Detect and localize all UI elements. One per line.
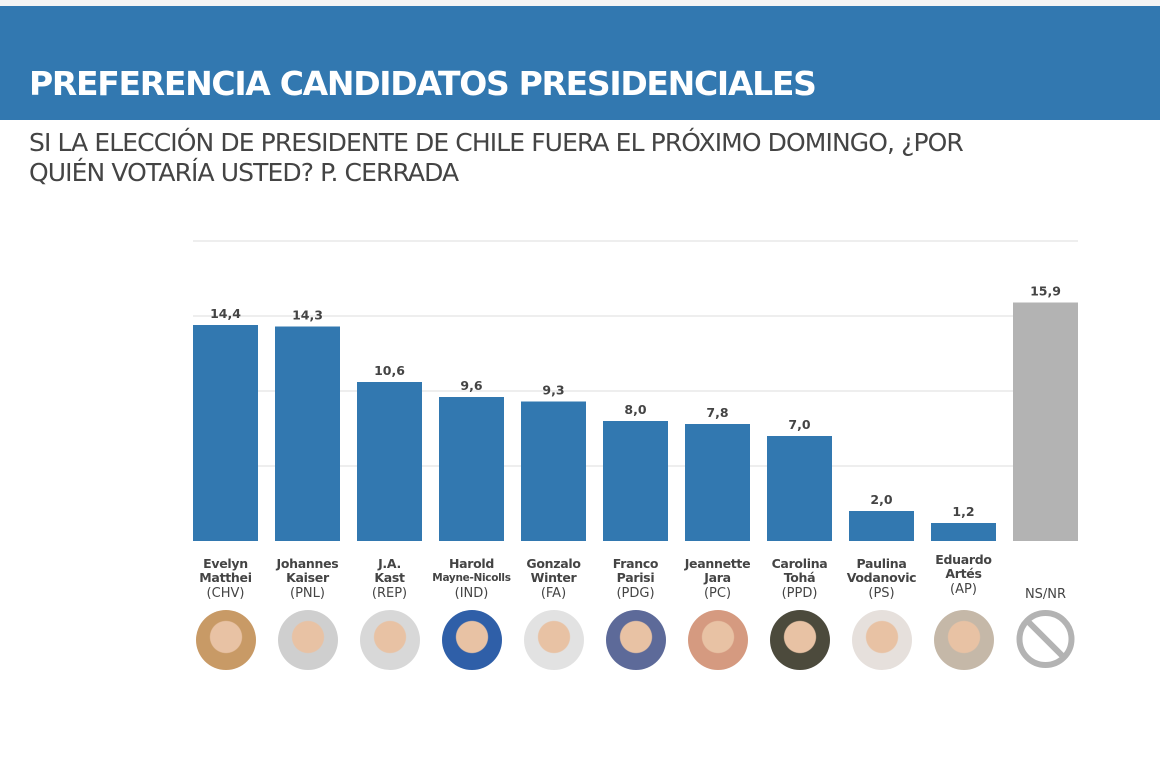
data-label: 15,9 [1030,284,1061,299]
data-label: 10,6 [374,363,405,378]
last-name: Jara [704,570,731,585]
party-label: (PS) [868,586,895,601]
category-label: NS/NR [1006,586,1086,602]
bar [931,523,996,541]
title-banner: PREFERENCIA CANDIDATOS PRESIDENCIALES [0,6,1160,120]
bar [193,325,258,541]
party-label: (REP) [371,586,408,601]
chart-title: PREFERENCIA CANDIDATOS PRESIDENCIALES [29,64,817,103]
category-label: Evelyn Matthei (CHV) [186,557,266,601]
first-name: Evelyn [203,556,248,571]
data-label: 14,3 [292,308,323,323]
last-name: Kaiser [286,570,329,585]
category-label: Paulina Vodanovic (PS) [842,557,922,601]
data-label: 8,0 [624,402,646,417]
last-name: Parisi [616,570,655,585]
party-label: (PPD) [781,586,818,601]
category-label: J.A. Kast (REP) [350,557,430,601]
data-label: 2,0 [870,492,892,507]
party-label: (CHV) [206,586,245,601]
last-name: Mayne-Nicolls [432,572,511,584]
bar [521,401,586,541]
bar [439,397,504,541]
last-name: Matthei [199,570,252,585]
last-name: Artés [945,566,982,581]
party-label: (AP) [950,582,977,597]
first-name: Gonzalo [526,556,581,571]
top-strip [0,0,1160,6]
candidate-photo [195,610,256,670]
last-name: Winter [530,570,577,585]
party-label: (PC) [703,586,732,601]
data-label: 9,3 [542,383,564,398]
candidate-photo [359,610,420,670]
bar [357,382,422,541]
candidate-photo [605,610,666,670]
category-label: Harold Mayne-Nicolls (IND) [432,557,512,601]
last-name: Vodanovic [846,570,917,585]
category-label: Carolina Tohá (PPD) [760,557,840,601]
candidate-photo [277,610,338,670]
bar [685,424,750,541]
party-label: NS/NR [1024,587,1067,602]
first-name: Carolina [771,556,828,571]
category-label: Johannes Kaiser (PNL) [268,557,348,601]
bar [275,326,340,541]
first-name: Eduardo [935,552,992,567]
bar [849,511,914,541]
bar [603,421,668,541]
candidate-photo [933,610,994,670]
last-name: Kast [374,570,405,585]
category-label: Jeannette Jara (PC) [678,557,758,601]
first-name: J.A. [378,556,401,571]
candidate-photo [769,610,830,670]
party-label: (PNL) [290,586,325,601]
first-name: Franco [612,556,659,571]
category-label: Franco Parisi (PDG) [596,557,676,601]
candidate-photo [441,610,502,670]
category-label: Gonzalo Winter (FA) [514,557,594,601]
prohibited-icon [1016,610,1075,668]
first-name: Paulina [856,556,907,571]
bar [767,436,832,541]
party-label: (FA) [540,586,567,601]
data-label: 1,2 [952,504,974,519]
data-label: 14,4 [210,306,241,321]
first-name: Jeannette [684,556,751,571]
candidate-photo [851,610,912,670]
candidate-photo [687,610,748,670]
party-label: (PDG) [616,586,655,601]
candidate-photo [523,610,584,670]
category-label: Eduardo Artés (AP) [924,553,1004,597]
first-name: Johannes [276,556,339,571]
data-label: 7,8 [706,405,728,420]
first-name: Harold [448,556,495,571]
bar [1013,302,1078,541]
data-label: 9,6 [460,378,482,393]
data-label: 7,0 [788,417,810,432]
party-label: (IND) [454,586,489,601]
last-name: Tohá [783,570,816,585]
chart-subtitle: SI LA ELECCIÓN DE PRESIDENTE DE CHILE FU… [29,128,964,187]
